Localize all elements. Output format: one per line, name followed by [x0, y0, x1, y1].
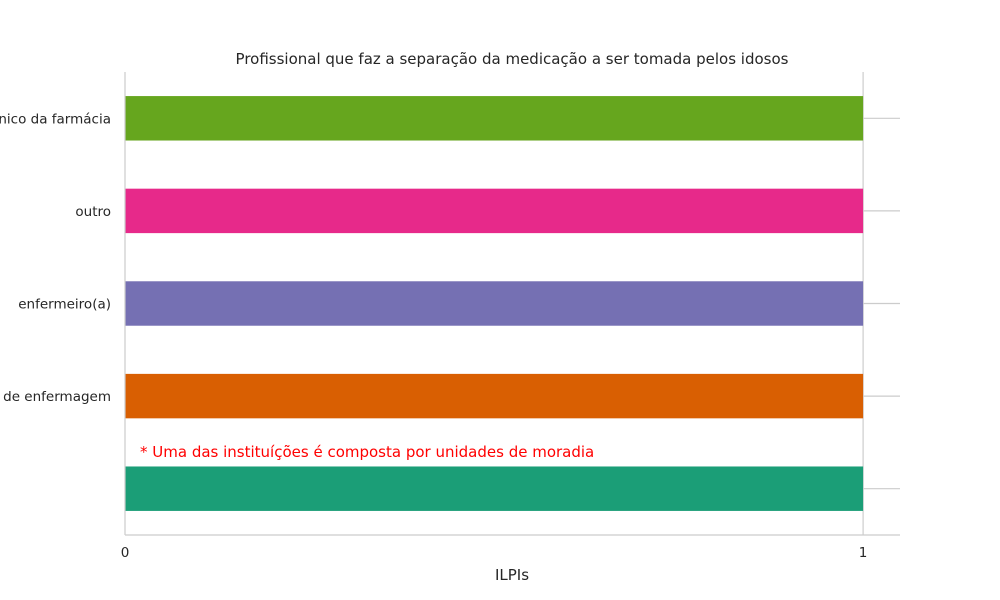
- x-tick-label: 0: [121, 545, 130, 561]
- chart-title: Profissional que faz a separação da medi…: [236, 50, 789, 68]
- bar: [125, 373, 864, 419]
- bars-layer: [125, 96, 864, 511]
- bar: [125, 281, 864, 326]
- x-axis-label: ILPIs: [495, 566, 529, 584]
- bar: [125, 96, 864, 141]
- bar: [125, 188, 864, 234]
- x-tick-label: 1: [859, 545, 868, 561]
- right-tick-marks: [863, 117, 900, 490]
- annotation-note: * Uma das instituíções é composta por un…: [140, 443, 594, 461]
- category-labels: técnico da farmácia outro enfermeiro(a) téc…: [0, 111, 111, 405]
- category-label: técnico da farmácia: [0, 111, 111, 127]
- category-label: técnico(a) de enfermagem: [0, 389, 111, 405]
- bar: [125, 466, 864, 511]
- category-label: outro: [75, 204, 111, 220]
- category-label: enfermeiro(a): [18, 297, 111, 313]
